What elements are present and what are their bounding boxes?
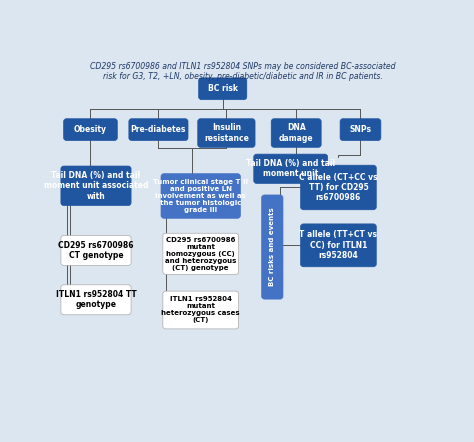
Text: CD295 rs6700986
mutant
homozygous (CC)
and heterozygous
(CT) genotype: CD295 rs6700986 mutant homozygous (CC) a… (165, 237, 237, 271)
FancyBboxPatch shape (301, 165, 376, 210)
Text: Insulin
resistance: Insulin resistance (204, 123, 249, 143)
Text: CD295 rs6700986
CT genotype: CD295 rs6700986 CT genotype (58, 241, 134, 260)
Text: C allele (CT+CC vs
TT) for CD295
rs6700986: C allele (CT+CC vs TT) for CD295 rs67009… (299, 172, 378, 202)
FancyBboxPatch shape (163, 233, 238, 274)
FancyBboxPatch shape (301, 224, 376, 267)
Text: SNPs: SNPs (349, 125, 372, 134)
FancyBboxPatch shape (129, 119, 188, 141)
FancyBboxPatch shape (163, 291, 238, 329)
FancyBboxPatch shape (271, 119, 321, 147)
Text: Tumor clinical stage T II
and positive LN
involvement as well as
the tumor histo: Tumor clinical stage T II and positive L… (153, 179, 248, 213)
FancyBboxPatch shape (198, 119, 255, 147)
Text: T allele (TT+CT vs
CC) for ITLN1
rs952804: T allele (TT+CT vs CC) for ITLN1 rs95280… (300, 230, 377, 260)
Text: ITLN1 rs952804 TT
genotype: ITLN1 rs952804 TT genotype (55, 290, 137, 309)
FancyBboxPatch shape (262, 195, 283, 299)
FancyBboxPatch shape (64, 119, 117, 141)
FancyBboxPatch shape (199, 78, 247, 99)
Text: Pre-diabetes: Pre-diabetes (131, 125, 186, 134)
FancyBboxPatch shape (161, 174, 240, 218)
Text: Tail DNA (%) and tail
moment unit: Tail DNA (%) and tail moment unit (246, 159, 335, 179)
FancyBboxPatch shape (61, 236, 131, 265)
Text: DNA
damage: DNA damage (279, 123, 313, 143)
Text: Tail DNA (%) and tail
moment unit associated
with: Tail DNA (%) and tail moment unit associ… (44, 171, 148, 201)
FancyBboxPatch shape (61, 166, 131, 206)
FancyBboxPatch shape (61, 285, 131, 315)
FancyBboxPatch shape (254, 154, 328, 183)
FancyBboxPatch shape (340, 119, 381, 141)
Text: BC risk: BC risk (208, 84, 238, 93)
Text: Obesity: Obesity (74, 125, 107, 134)
Text: CD295 rs6700986 and ITLN1 rs952804 SNPs may be considered BC-associated
risk for: CD295 rs6700986 and ITLN1 rs952804 SNPs … (90, 61, 396, 81)
Text: BC risks and events: BC risks and events (269, 208, 275, 286)
Text: ITLN1 rs952804
mutant
heterozygous cases
(CT): ITLN1 rs952804 mutant heterozygous cases… (161, 297, 240, 324)
